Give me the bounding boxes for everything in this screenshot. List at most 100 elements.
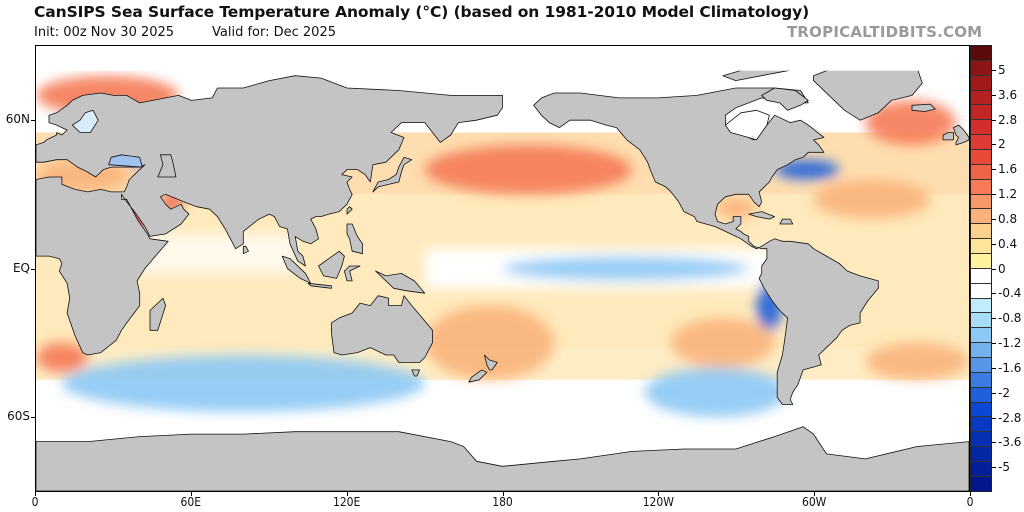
lon-tick-mark [190,492,192,496]
colorbar-band [971,298,991,314]
arctic-ice [36,46,969,71]
sri-lanka-land [242,245,249,255]
lon-tick-label: 120E [332,495,361,509]
southeast-atlantic-warm [36,342,88,373]
colorbar-tick [992,318,996,320]
colorbar-tick [992,392,996,394]
lon-tick-label: 0 [31,495,39,509]
colorbar-band [971,75,991,91]
colorbar-band [971,120,991,136]
land-layer [36,46,969,491]
colorbar-band [971,194,991,210]
japan-land [372,156,413,193]
borneo-land [318,250,345,279]
northeast-atlantic-warm [865,100,957,145]
taiwan-land [346,206,353,215]
colorbar-tick [992,169,996,171]
north-atlantic-subtropical-warm [813,179,931,220]
eurasia-land [36,75,503,356]
colorbar-label: -2.8 [998,410,1022,425]
north-pacific-warm-blob [424,144,633,195]
lon-tick-label: 180 [492,495,513,509]
colorbar-tick [992,69,996,71]
colorbar-tick [992,367,996,369]
iceland-land [911,103,936,112]
hudson-bay [725,109,770,141]
equatorial-pacific-la-nina-cool [502,256,749,281]
colorbar-band [971,372,991,388]
lat-tick-mark [31,268,35,270]
lon-tick-mark [346,492,348,496]
colorbar-band [971,179,991,195]
colorbar-band [971,209,991,225]
colorbar-band [971,135,991,151]
colorbar-band [971,476,991,491]
sst-anomaly-map [35,45,970,492]
colorbar-tick [992,243,996,245]
philippines-land [346,223,363,255]
lon-tick-label: 60E [180,495,202,509]
colorbar-band [971,432,991,448]
colorbar-label: -5 [998,460,1010,475]
map-canvas [36,46,969,491]
lat-tick-label: 60S [7,408,30,423]
lat-tick-label: 60N [5,112,30,127]
tasmania-land [411,369,420,377]
colorbar-tick [992,293,996,295]
lon-tick-mark [502,492,504,496]
hispaniola-land [779,218,794,225]
north-america-land [533,87,879,405]
south-atlantic-warm [865,342,969,380]
colorbar-band [971,387,991,403]
ireland-land [942,132,954,141]
indian-neutral-band [139,233,296,274]
colorbar-label: 1.2 [998,187,1018,201]
colorbar-tick [992,268,996,270]
lon-tick-mark [35,492,36,496]
colorbar-label: -1.6 [998,360,1022,375]
colorbar-band [971,105,991,121]
britain-land [953,124,969,146]
brand-watermark: TROPICALTIDBITS.COM [787,23,983,41]
australia-land [331,295,433,363]
colorbar-band [971,462,991,477]
lon-tick-label: 60W [801,495,827,509]
colorbar-band [971,60,991,76]
colorbar-label: 3.6 [998,87,1018,102]
colorbar-band [971,150,991,165]
colorbar-label: 0.8 [998,211,1018,226]
colorbar-label: 0.4 [998,236,1018,251]
colorbar-band [971,328,991,344]
colorbar-band [971,447,991,463]
black-sea-water [108,154,143,168]
chart-title: CanSIPS Sea Surface Temperature Anomaly … [34,3,810,21]
colorbar-label: 1.6 [998,162,1018,177]
colorbar-band [971,358,991,373]
colorbar-band [971,164,991,180]
gulf-stream-cool [774,159,840,180]
colorbar-tick [992,417,996,419]
colorbar-label: 5 [998,62,1006,77]
colorbar-label: 2 [998,137,1006,152]
lon-tick-mark [658,492,660,496]
colorbar-band [971,417,991,433]
cuba-land [748,211,775,220]
southeast-pacific-warm [670,317,775,368]
lat-tick-label: EQ [12,260,30,275]
colorbar [970,45,992,492]
java-land [307,282,332,289]
colorbar-tick [992,194,996,195]
colorbar-label: -3.6 [998,435,1022,450]
caspian-sea-water [157,154,177,178]
colorbar-tick [992,94,996,96]
colorbar-band [971,343,991,359]
new-zealand-north [484,354,498,371]
colorbar-band [971,313,991,329]
colorbar-tick [992,467,996,469]
antarctica-land [36,426,969,491]
colorbar-tick [992,218,996,220]
lon-tick-mark [970,492,971,496]
init-time: Init: 00z Nov 30 2025 [34,25,175,40]
colorbar-label: -0.4 [998,286,1022,301]
lat-tick-mark [31,416,35,418]
